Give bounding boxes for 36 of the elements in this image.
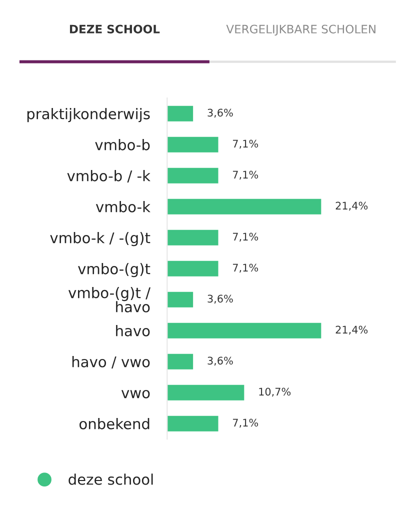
bar (167, 168, 218, 184)
data-label: 10,7% (259, 388, 291, 397)
y-tick-label: vwo (121, 390, 150, 398)
data-label: 21,4% (336, 202, 368, 211)
bar (167, 416, 218, 432)
data-label: 3,6% (208, 294, 233, 304)
y-tick-label: onbekend (80, 418, 150, 430)
bar (167, 322, 322, 338)
data-label: 7,1% (232, 232, 258, 242)
data-label: 7,1% (232, 418, 258, 428)
bar (167, 198, 322, 214)
bar (167, 260, 218, 276)
text: DEZE SCHOOL (70, 24, 160, 34)
text: VERGELIJKBARE SCHOLEN (226, 24, 376, 36)
data-label: 21,4% (336, 326, 368, 335)
y-tick-label: vmbo-b / -k (67, 170, 150, 182)
data-label: 3,6% (208, 356, 233, 366)
y-tick-label: praktijkonderwijs (27, 108, 150, 122)
bar (167, 354, 194, 370)
data-label: 3,6% (208, 108, 233, 118)
legend-label: deze school (68, 474, 153, 485)
data-label: 7,1% (232, 170, 258, 180)
bar (167, 292, 194, 308)
bar (167, 106, 194, 122)
y-tick-label: havo (116, 325, 150, 336)
bar (167, 384, 244, 400)
y-tick-label: vmbo-(g)t / havo (68, 286, 150, 312)
data-label: 7,1% (232, 264, 258, 273)
data-label: 7,1% (232, 140, 258, 149)
y-tick-label: vmbo-(g)t (78, 263, 150, 278)
y-tick-label: vmbo-k (96, 201, 150, 212)
y-tick-label: vmbo-b (95, 139, 150, 150)
bar (167, 230, 218, 246)
bar (167, 136, 218, 152)
y-tick-label: vmbo-k / -(g)t (50, 232, 150, 246)
y-tick-label: havo / vwo (72, 356, 150, 368)
